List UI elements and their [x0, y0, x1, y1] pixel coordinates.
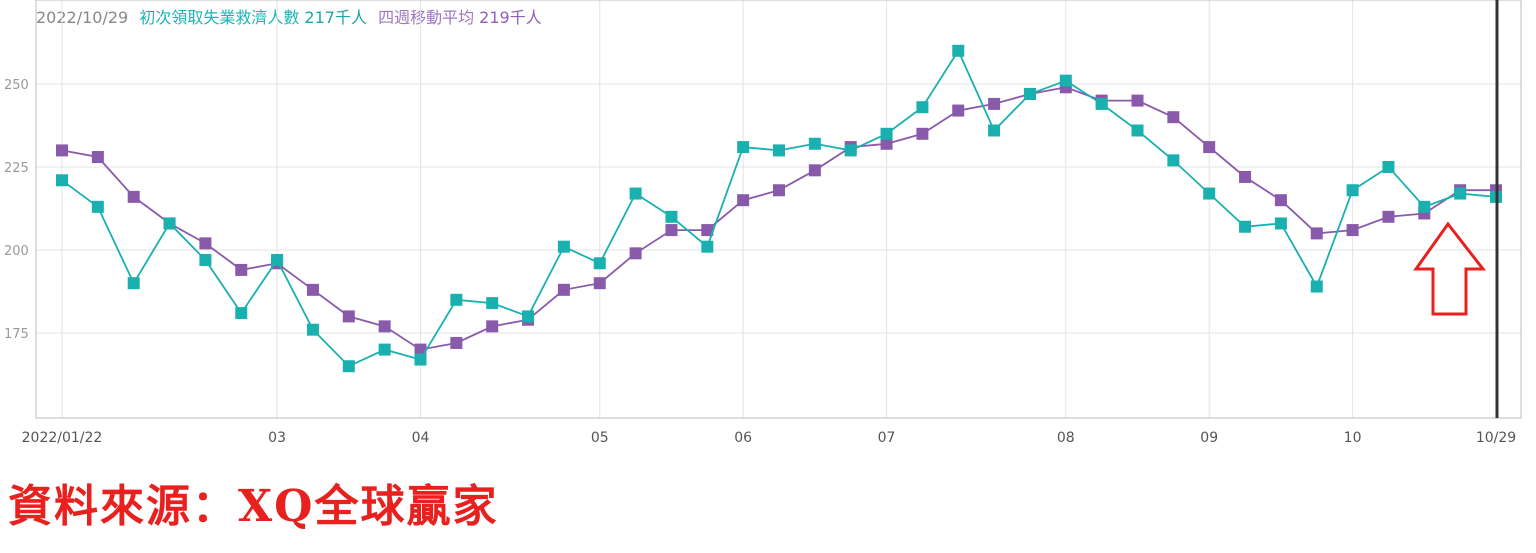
series-1-point [306, 323, 319, 336]
series-1-point [1382, 161, 1395, 173]
series-1-point [988, 124, 1001, 137]
series-2-point [952, 104, 965, 117]
series-1-point [808, 137, 821, 150]
series-2-point [1167, 111, 1180, 124]
series-1-point [56, 174, 68, 187]
x-tick-label: 03 [268, 430, 286, 446]
series-2-point [378, 320, 391, 333]
series-1-point [163, 217, 176, 230]
x-tick-label: 05 [591, 430, 609, 446]
y-axis-ticks: 175 200 225 250 [4, 78, 29, 342]
series-2-point [91, 151, 104, 164]
series-2-point [1310, 227, 1323, 240]
series-1-point [1023, 87, 1036, 100]
legend-date: 2022/10/29 [36, 8, 129, 27]
grid-lines [36, 0, 1521, 418]
series-1-point [1346, 184, 1359, 197]
series-2-point [1131, 94, 1144, 107]
series-1-point [952, 44, 965, 57]
series-1-point [1131, 124, 1144, 137]
series-2-point [1274, 194, 1287, 207]
series-2-point [1203, 141, 1216, 154]
chart-legend: 2022/10/29 初次領取失業救濟人數 217千人 四週移動平均 219千人 [36, 4, 542, 28]
series-2-point [988, 97, 1001, 110]
series-2-point [1239, 170, 1252, 183]
series-2-point [127, 190, 140, 203]
series-2-point [306, 283, 319, 296]
series-2-point [916, 127, 929, 140]
series-1-point [1239, 220, 1252, 233]
up-arrow-icon [1413, 221, 1487, 316]
series-2-point [773, 184, 785, 197]
series-2-point [414, 343, 427, 356]
series-1-point [557, 240, 570, 253]
legend-series1-label: 初次領取失業救濟人數 [139, 8, 300, 27]
series-2-point [1382, 210, 1395, 223]
series-2-point [199, 237, 212, 250]
x-tick-label: 10 [1344, 430, 1362, 446]
series-1-point [1167, 154, 1180, 167]
x-tick-label: 08 [1057, 430, 1075, 446]
series-1-point [629, 187, 642, 200]
series-1-point [450, 293, 463, 306]
series-2-point [665, 224, 678, 237]
x-tick-label: 09 [1200, 430, 1218, 446]
source-caption: 資料來源：XQ全球贏家 [8, 481, 499, 532]
series-1-point [271, 253, 284, 266]
series-2-point [737, 194, 750, 207]
y-tick-label: 200 [4, 244, 29, 259]
series-1-point [1418, 200, 1431, 213]
series-2-point [56, 144, 68, 157]
series-1-point [1274, 217, 1287, 230]
series-1-point [414, 353, 427, 366]
y-tick-label: 175 [4, 327, 29, 342]
y-tick-label: 225 [4, 161, 29, 176]
series-1-point [916, 101, 929, 114]
series-1-point [737, 141, 750, 154]
legend-series1-value: 217千人 [304, 8, 367, 27]
series-1-point [235, 307, 248, 320]
series-1-point [773, 144, 785, 157]
x-tick-label: 10/29 [1476, 430, 1516, 446]
x-tick-label: 07 [878, 430, 896, 446]
series-2-point [629, 247, 642, 260]
series-1-point [1203, 187, 1216, 200]
series-1-point [1454, 187, 1467, 200]
series-2-point [235, 263, 248, 276]
series-1-point [880, 127, 893, 140]
plot-frame [35, 0, 1522, 419]
series-2-point [450, 336, 463, 349]
series-1-point [342, 360, 355, 373]
series-1-point [593, 257, 606, 270]
series-2-point [701, 224, 714, 237]
series-1-point [1095, 97, 1108, 110]
series-1-point [91, 200, 104, 213]
series-2-point [593, 277, 606, 290]
series-1-point [522, 310, 535, 323]
x-axis-ticks: 2022/01/22 03 04 05 06 07 08 09 10 10/29 [22, 430, 1517, 446]
series-1-point [844, 144, 857, 157]
x-tick-label: 2022/01/22 [22, 430, 103, 446]
x-tick-label: 04 [412, 430, 430, 446]
series-1-point [486, 297, 499, 310]
series-1-point [1310, 280, 1323, 293]
series-1-point [665, 210, 678, 223]
series-2-point [880, 137, 893, 150]
legend-series2-label: 四週移動平均 [378, 8, 475, 27]
series-1-point [701, 240, 714, 253]
x-tick-label: 06 [734, 430, 752, 446]
series-layer [56, 44, 1502, 373]
legend-series2-value: 219千人 [479, 8, 542, 27]
series-2-point [557, 283, 570, 296]
series-2-point [808, 164, 821, 177]
series-1-point [378, 343, 391, 356]
series-2-point [1346, 224, 1359, 237]
series-1-point [127, 277, 140, 290]
y-tick-label: 250 [4, 78, 29, 93]
series-2-point [342, 310, 355, 323]
series-1-point [199, 253, 212, 266]
series-1-point [1059, 74, 1072, 87]
series-2-point [486, 320, 499, 333]
